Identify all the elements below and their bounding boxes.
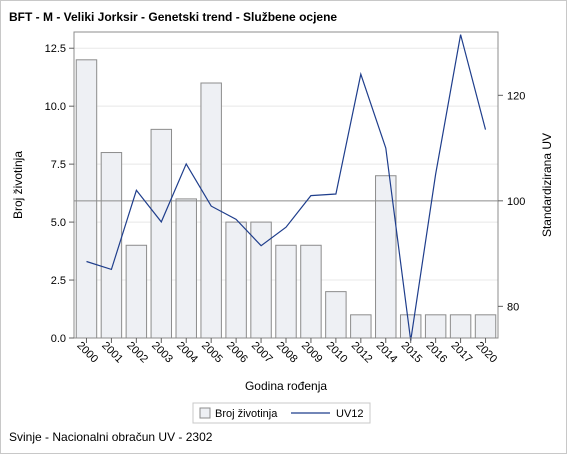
bar-2007 [250, 221, 272, 339]
legend: Broj životinja UV12 [192, 402, 371, 424]
x-tick-label: 2010 [324, 340, 350, 366]
chart-title: BFT - M - Veliki Jorksir - Genetski tren… [9, 10, 337, 24]
y-tick-label: 7.5 [51, 159, 66, 171]
y-axis: 0.0 2.5 5.0 7.5 10.0 12.5 [45, 43, 74, 345]
bar-2004 [175, 198, 197, 339]
bar-2006 [225, 221, 247, 339]
x-tick-label: 2003 [149, 340, 175, 366]
bar-2017 [449, 314, 472, 339]
x-tick-label: 2008 [274, 340, 300, 366]
y-tick-label: 5.0 [51, 217, 66, 229]
y-tick-label: 0.0 [51, 333, 66, 345]
bar-2000 [75, 59, 98, 339]
bar-2012 [350, 314, 372, 339]
bar-2015 [399, 314, 422, 339]
bar-2008 [275, 244, 297, 339]
x-tick-label: 2001 [99, 340, 125, 366]
x-tick-label: 2005 [199, 340, 225, 366]
x-tick-label: 2002 [124, 340, 150, 366]
x-tick-label: 2020 [473, 340, 499, 366]
x-tick-label: 2000 [74, 340, 100, 366]
x-tick-label: 2017 [448, 340, 474, 366]
bar-2003 [150, 128, 173, 339]
x-tick-label: 2015 [399, 340, 425, 366]
y-tick-label: 10.0 [45, 101, 66, 113]
bar-2002 [125, 244, 148, 339]
x-tick-label: 2006 [224, 340, 250, 366]
y-tick-label: 12.5 [45, 43, 66, 55]
bar-series [75, 59, 497, 339]
legend-label-bars: Broj životinja [215, 408, 278, 420]
bar-2009 [300, 244, 322, 339]
legend-bar-swatch [199, 407, 211, 419]
bar-2010 [325, 291, 347, 339]
bar-2016 [424, 314, 447, 339]
y2-tick-label: 120 [507, 90, 525, 102]
legend-label-line: UV12 [336, 408, 364, 420]
y2-axis-label: Standardizirana UV [540, 133, 554, 237]
x-tick-label: 2009 [299, 340, 325, 366]
y-axis-label: Broj životinja [11, 151, 25, 219]
x-tick-label: 2014 [374, 340, 400, 366]
bar-2020 [474, 314, 497, 339]
y2-tick-label: 80 [507, 301, 519, 313]
x-tick-label: 2007 [249, 340, 275, 366]
y2-axis: 80 100 120 [498, 90, 525, 313]
y2-tick-label: 100 [507, 196, 525, 208]
legend-frame [192, 402, 371, 424]
x-axis: 2000 2001 2002 2003 2004 2005 2006 2007 2008 2009… [74, 338, 499, 365]
x-tick-label: 2016 [424, 340, 450, 366]
line-series-uv12 [86, 34, 487, 341]
x-tick-label: 2004 [174, 340, 200, 366]
x-tick-label: 2012 [349, 340, 375, 366]
x-axis-label: Godina rođenja [245, 379, 327, 393]
y-tick-label: 2.5 [51, 275, 66, 287]
footnote: Svinje - Nacionalni obračun UV - 2302 [9, 430, 213, 444]
